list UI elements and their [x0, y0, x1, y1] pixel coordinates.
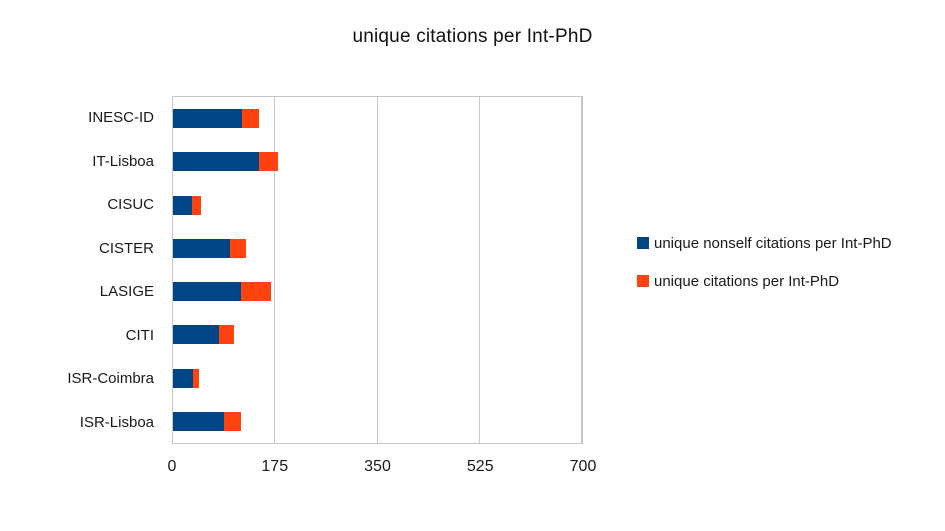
bar-row — [173, 140, 582, 183]
bar-row — [173, 357, 582, 400]
bar-segment-citations — [223, 411, 242, 431]
category-label: CITI — [125, 326, 154, 344]
gridline-x-525 — [478, 97, 480, 443]
legend-item: unique citations per Int-PhD — [637, 271, 937, 292]
category-label: INESC-ID — [88, 109, 154, 127]
bar-row — [173, 400, 582, 443]
bar-segment-citations — [193, 368, 199, 388]
bar-segment-nonself — [173, 411, 224, 431]
gridline-x-700 — [581, 97, 582, 443]
bar-row — [173, 313, 582, 356]
chart-title: unique citations per Int-PhD — [352, 26, 593, 47]
stacked-bar — [173, 152, 582, 172]
x-tick-label: 0 — [167, 458, 177, 475]
bar-segment-nonself — [173, 282, 241, 302]
category-label: LASIGE — [99, 283, 154, 301]
bar-row — [173, 270, 582, 313]
stacked-bar — [173, 411, 582, 431]
category-label: CISUC — [107, 196, 154, 214]
legend-item: unique nonself citations per Int-PhD — [637, 233, 937, 254]
stacked-bar — [173, 368, 582, 388]
stacked-bar — [173, 282, 582, 302]
bar-segment-citations — [191, 195, 202, 215]
category-label: CISTER — [98, 239, 154, 257]
x-tick-label: 700 — [569, 458, 597, 475]
plot-area — [172, 96, 583, 444]
bar-segment-citations — [219, 325, 235, 345]
bar-row — [173, 184, 582, 227]
bar-segment-citations — [240, 282, 271, 302]
blue-square-icon — [637, 237, 649, 249]
legend-label: unique citations per Int-PhD — [654, 273, 840, 290]
x-tick-label: 350 — [364, 458, 391, 475]
orange-square-icon — [637, 275, 649, 287]
category-label: ISR-Lisboa — [79, 413, 154, 431]
stacked-bar — [173, 325, 582, 345]
bar-segment-citations — [230, 238, 247, 258]
bar-row — [173, 97, 582, 140]
category-label: ISR-Coimbra — [67, 370, 154, 388]
x-tick-label: 525 — [466, 458, 494, 475]
bar-segment-nonself — [173, 368, 194, 388]
bar-segment-citations — [241, 109, 260, 129]
gridline-x-175 — [274, 97, 276, 443]
bar-segment-nonself — [173, 109, 242, 129]
legend: unique nonself citations per Int-PhD uniq… — [637, 233, 937, 309]
bar-segment-nonself — [173, 325, 220, 345]
stacked-bar — [173, 238, 582, 258]
bar-rows — [173, 97, 582, 443]
stacked-bar — [173, 109, 582, 129]
bar-segment-nonself — [173, 195, 192, 215]
category-label: IT-Lisboa — [92, 152, 154, 170]
bar-segment-citations — [259, 152, 278, 172]
legend-label: unique nonself citations per Int-PhD — [654, 235, 892, 252]
bar-segment-nonself — [173, 152, 260, 172]
x-axis-tick-labels: 0 175 350 525 700 — [168, 458, 597, 480]
stacked-bar — [173, 195, 582, 215]
bar-segment-nonself — [173, 238, 231, 258]
gridline-x-350 — [376, 97, 378, 443]
bar-row — [173, 227, 582, 270]
x-tick-label: 175 — [261, 458, 289, 475]
y-axis-category-labels: INESC-ID IT-Lisboa CISUC CISTER LASIGE CITI IS… — [0, 96, 163, 444]
